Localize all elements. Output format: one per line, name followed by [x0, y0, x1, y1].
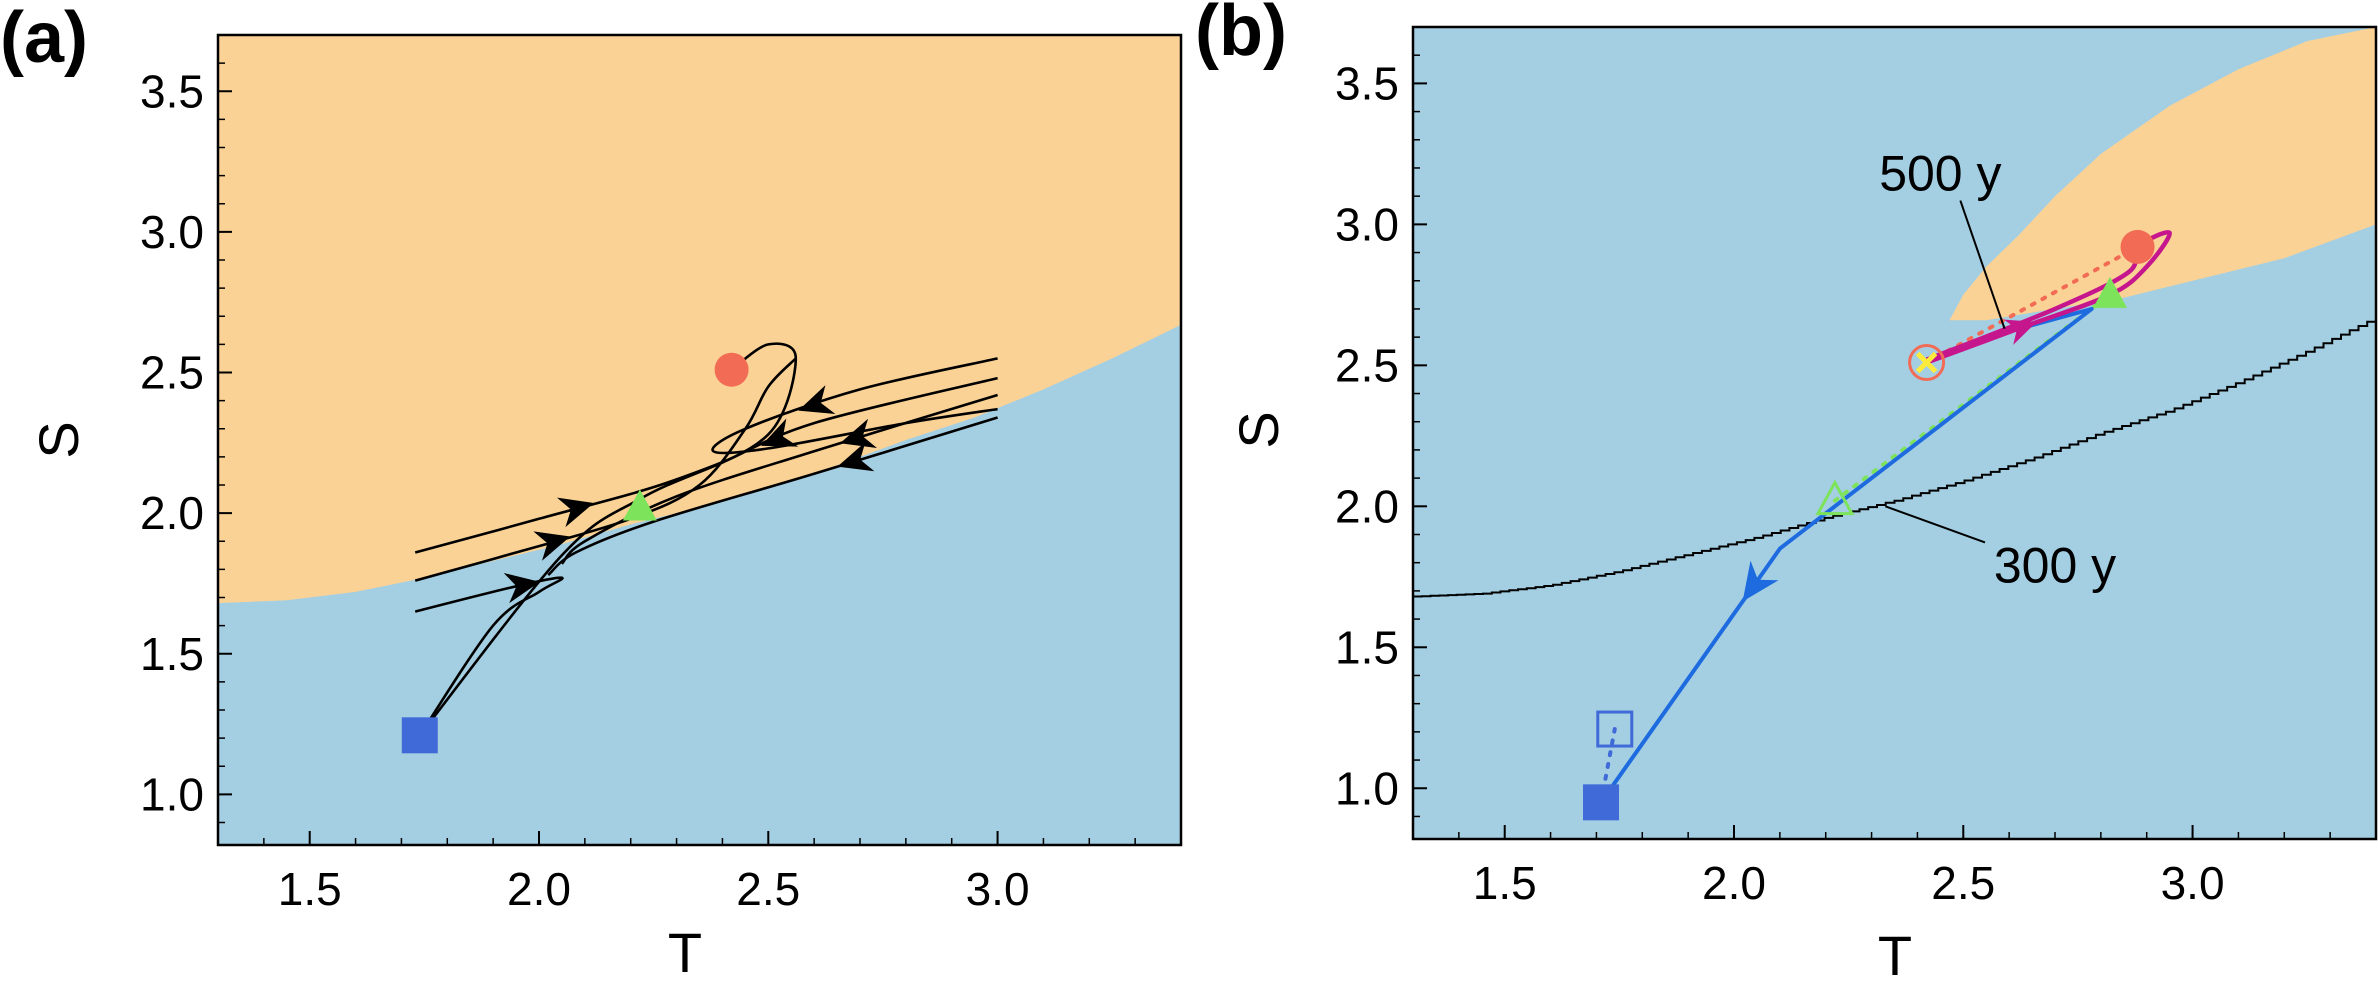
panel-a-xlabel: T — [668, 921, 702, 984]
panel-a-xtick-label: 3.0 — [966, 863, 1030, 915]
streamline — [547, 416, 998, 577]
panel-b-xtick-label: 2.5 — [1931, 857, 1995, 909]
trajectory-300y-arrow — [1742, 560, 1779, 602]
blue-square-marker — [1583, 784, 1620, 821]
streamline-arrow — [837, 442, 875, 472]
panel-a-xtick-label: 1.5 — [278, 863, 342, 915]
green-triangle-open-marker — [1815, 479, 1855, 516]
panel-b-annotations: 500 y 300 y — [1879, 146, 2116, 594]
panel-b-markers — [1583, 229, 2155, 821]
panel-a-xtick-label: 2.0 — [507, 863, 571, 915]
streamline — [414, 576, 564, 737]
panel-b-ytick-label: 1.5 — [1335, 621, 1399, 673]
panel-b-ytick-label: 3.0 — [1335, 198, 1399, 250]
trajectory-500y — [1925, 229, 2172, 365]
panel-b-ytick-label: 1.0 — [1335, 762, 1399, 814]
trajectory-500y-arrow — [2003, 319, 2037, 345]
panel-b-ytick-label: 2.5 — [1335, 339, 1399, 391]
panel-a-ytick-label: 3.5 — [140, 65, 204, 117]
streamline-arrow — [840, 418, 877, 448]
yellow-x-marker — [1915, 351, 1938, 374]
panel-b-ylabel: S — [1227, 411, 1290, 448]
panel-a-ytick-label: 2.0 — [140, 487, 204, 539]
red-circle-open-marker — [1908, 344, 1946, 382]
panel-b-ytick-label: 3.5 — [1335, 57, 1399, 109]
panel-a-ylabel: S — [27, 421, 90, 458]
panel-a-frame — [216, 33, 1183, 847]
blue-square-marker — [401, 717, 438, 754]
panel-a-axes: 1.5 2.0 2.5 3.0 1.0 1.5 2.0 2.5 3.0 3.5 — [140, 33, 1183, 915]
panel-b-plot-area — [1413, 27, 2376, 839]
annotation-pointer — [1884, 505, 1986, 544]
red-circle-marker — [2120, 229, 2155, 264]
panel-b-orange-region — [1949, 27, 2376, 321]
panel-b-axes: 1.5 2.0 2.5 3.0 1.0 1.5 2.0 2.5 3.0 3.5 — [1335, 25, 2378, 909]
threshold-line — [1413, 317, 2376, 598]
panel-a-label: (a) — [0, 0, 88, 78]
streamline-arrow — [798, 385, 836, 414]
annotation-label: 500 y — [1879, 146, 2001, 202]
green-triangle-marker — [2093, 276, 2128, 308]
streamline-arrow — [761, 418, 799, 447]
panel-a-ytick-label: 1.5 — [140, 628, 204, 680]
blue-square-open-marker — [1596, 710, 1634, 748]
panel-b-frame — [1411, 25, 2378, 841]
panel-b-xlabel: T — [1878, 924, 1912, 987]
red-circle-marker — [714, 352, 749, 387]
streamline — [414, 357, 797, 582]
streamline — [418, 376, 998, 737]
panel-a-blue-region — [218, 324, 1181, 845]
panel-a-ytick-label: 3.0 — [140, 206, 204, 258]
streamline-arrow — [556, 497, 594, 528]
panel-a: (a) 1.5 2.0 2.5 3.0 1.0 1.5 2.0 2.5 3.0 3.5 T S — [0, 0, 1183, 984]
annotation-label: 300 y — [1994, 537, 2116, 593]
panel-b-ytick-label: 2.0 — [1335, 480, 1399, 532]
annotation-pointer — [1959, 200, 2006, 330]
panel-b: (b) 1.5 2.0 2.5 3.0 1.0 1.5 2.0 2.5 3.0 3.5 500 y… — [1195, 0, 2378, 987]
streamline-arrow — [533, 531, 571, 561]
panel-b-xtick-label: 1.5 — [1473, 857, 1537, 909]
panel-a-ytick-label: 1.0 — [140, 768, 204, 820]
red-dotted-link — [1924, 244, 2140, 365]
streamline — [560, 393, 998, 565]
panel-b-label: (b) — [1195, 0, 1287, 71]
streamline-arrow — [503, 572, 540, 604]
green-triangle-marker — [622, 489, 657, 521]
panel-a-streamlines — [414, 342, 998, 737]
panel-a-plot-area — [218, 35, 1181, 845]
panel-b-xtick-label: 3.0 — [2161, 857, 2225, 909]
panel-a-ytick-label: 2.5 — [140, 347, 204, 399]
panel-a-xtick-label: 2.5 — [736, 863, 800, 915]
panel-a-markers — [401, 352, 749, 754]
panel-b-lines — [1413, 229, 2376, 805]
panel-b-xtick-label: 2.0 — [1702, 857, 1766, 909]
